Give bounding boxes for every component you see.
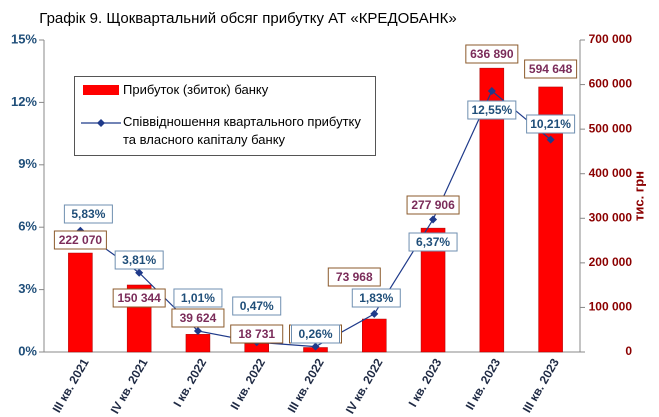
line-value-label-box [114,250,164,270]
bar-value-label: 636 890 [470,47,514,61]
line-marker [135,268,144,277]
y2-tick-label: 700 000 [589,32,633,46]
x-tick-label: II кв. 2022 [228,356,269,412]
line-value-label: 1,01% [181,291,215,305]
x-tick-label: I кв. 2022 [170,356,209,410]
bar-value-label: 594 648 [529,62,573,76]
y2-tick-label: 600 000 [589,77,633,91]
x-tick-label: IV кв. 2021 [108,356,151,416]
line-marker [429,215,438,224]
line-value-label-box [291,324,340,344]
y-tick-label: 12% [11,94,37,109]
legend-marker [97,119,105,127]
bar-value-label: 73 968 [336,270,373,284]
legend-bar-swatch [83,85,119,95]
line-value-label-box [232,296,282,316]
x-tick-label: I кв. 2023 [406,356,445,410]
y-tick-label: 6% [18,219,37,234]
x-tick-label: III кв. 2023 [520,356,562,415]
x-tick-label: II кв. 2023 [463,356,504,412]
bar-value-label-box [406,195,460,215]
y-tick-label: 3% [18,281,37,296]
legend-swatches [81,85,121,127]
line-value-label-box [408,232,458,252]
bar-value-label: 222 070 [59,233,103,247]
bar-value-label: 277 906 [411,198,455,212]
line-marker [370,309,379,318]
y2-tick-label: 300 000 [589,210,633,224]
line-value-label: 3,81% [122,253,156,267]
bar-value-label-box [53,230,107,250]
line-value-label: 0,47% [240,299,274,313]
y-tick-label: 9% [18,156,37,171]
line-marker [546,135,555,144]
line-marker [193,326,202,335]
y2-axis-label: тис. грн [631,171,646,221]
bar [362,318,387,353]
line-value-label: 5,83% [71,207,105,221]
bar [68,252,93,353]
bar-value-label: 39 624 [180,311,217,325]
y-tick-label: 0% [18,343,37,358]
chart-title: Графік 9. Щоквартальний обсяг прибутку А… [39,10,456,27]
line-value-label: 0,26% [298,327,332,341]
line-value-label-box [173,288,223,308]
line-value-label-box [351,288,401,308]
y2-tick-label: 400 000 [589,166,633,180]
y2-tick-label: 100 000 [589,300,633,314]
bar-value-label-box [524,59,578,79]
x-tick-label: IV кв. 2022 [343,356,386,416]
line-value-label: 1,83% [359,291,393,305]
legend-label: Співвідношення квартального прибутку та … [123,114,361,147]
x-tick-label: III кв. 2022 [285,356,327,415]
bar-value-label-box [327,267,381,287]
bar-value-label: 18 731 [238,327,275,341]
x-tick-label: III кв. 2021 [50,356,92,415]
line-value-label-box [526,114,576,134]
bar-value-label-box [171,308,225,328]
y2-tick-label: 200 000 [589,255,633,269]
legend: Прибуток (збиток) банку Співвідношення к… [74,76,376,156]
y2-tick-label: 0 [625,344,632,358]
line-value-label-box [63,204,113,224]
y2-tick-label: 500 000 [589,121,633,135]
bar [185,334,211,353]
y-tick-label: 15% [11,31,37,46]
line-value-label: 10,21% [530,117,571,131]
legend-label: Прибуток (збиток) банку [123,82,269,97]
line-value-label: 12,55% [471,103,512,117]
line-value-label-box [467,100,517,120]
line-value-label: 6,37% [416,235,450,249]
bar-value-label-box [112,288,166,308]
bar-value-label-box [465,44,519,64]
bar-value-label-box [230,324,284,344]
line-marker [311,342,320,351]
bar-value-label: 150 344 [117,291,161,305]
line-marker [487,86,496,95]
